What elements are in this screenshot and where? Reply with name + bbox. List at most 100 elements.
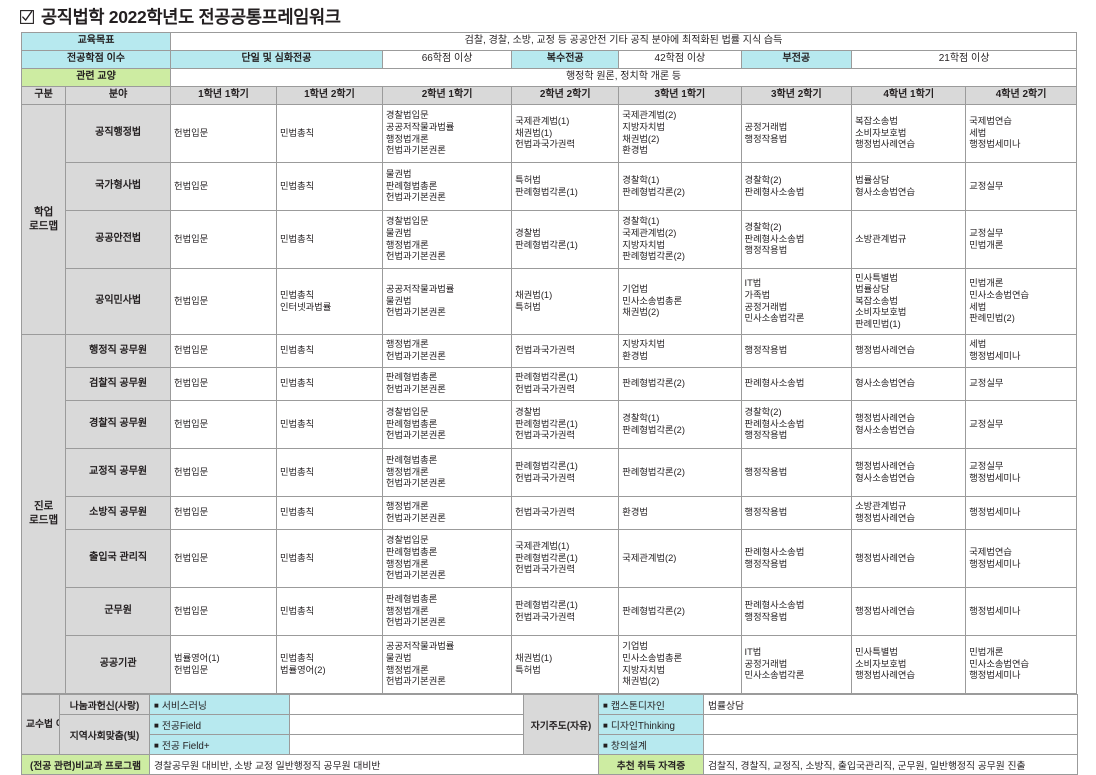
credit-type-double-label: 복수전공 — [511, 50, 620, 69]
area-label: 행정직 공무원 — [65, 334, 172, 368]
area-label: 경찰직 공무원 — [65, 400, 172, 449]
table-row: 국가형사법 헌법입문 민법총칙 물권법 판례형법총론 헌법과기본권론 특허법 판… — [22, 162, 1077, 211]
course-cell: 헌법과국가권력 — [511, 334, 620, 368]
area-label: 공공안전법 — [65, 210, 172, 269]
course-cell: 헌법입문 — [170, 162, 277, 211]
course-cell: 경찰학(2) 판례형사소송법 — [740, 162, 853, 211]
credit-type-single-value: 66학점 이상 — [381, 50, 513, 69]
course-cell: 형사소송법연습 — [851, 367, 967, 401]
course-cell: 경찰학(1) 판례형법각론(2) — [618, 400, 742, 449]
course-cell: 민법총칙 — [275, 104, 383, 163]
checkbox-checked-icon — [20, 9, 34, 24]
course-cell: 판례형사소송법 행정작용법 — [740, 587, 853, 636]
course-cell: 판례형법총론 헌법과기본권론 — [381, 367, 513, 401]
course-cell: 경찰학(2) 판례형사소송법 행정작용법 — [740, 400, 853, 449]
course-cell: 경찰법 판례형법각론(1) — [511, 210, 620, 269]
course-cell: 행정법개론 헌법과기본권론 — [381, 496, 513, 530]
table-row: 공공안전법 헌법입문 민법총칙 경찰법입문 물권법 행정법개론 헌법과기본권론 … — [22, 210, 1077, 269]
course-cell: 행정법사례연습 형사소송법연습 — [851, 400, 967, 449]
chip-service-learning[interactable]: ■ 서비스러닝 — [149, 694, 290, 715]
section-label-academic-roadmap: 학업 로드맵 — [20, 104, 67, 335]
table-row: 학업 로드맵 공직행정법 헌법입문 민법총칙 경찰법입문 공공저작물과법률 행정… — [20, 104, 1077, 335]
course-cell: 법률상담 형사소송법연습 — [851, 162, 967, 211]
area-label: 검찰직 공무원 — [65, 367, 172, 401]
table-row: (전공 관련)비교과 프로그램 경찰공무원 대비반, 소방 교정 일반행정직 공… — [21, 754, 1078, 775]
course-cell: 헌법입문 — [170, 367, 277, 401]
course-cell: 국제관계법(2) 지방자치법 채권법(2) 환경법 — [618, 104, 742, 163]
course-cell: 판례형법총론 행정법개론 헌법과기본권론 — [381, 587, 513, 636]
course-cell: 경찰학(1) 국제관계법(2) 지방자치법 판례형법각론(2) — [618, 210, 742, 269]
course-cell: 경찰법입문 물권법 행정법개론 헌법과기본권론 — [381, 210, 513, 269]
course-cell: 판례형법각론(1) 헌법과국가권력 — [511, 587, 620, 636]
table-row: 경찰직 공무원 헌법입문 민법총칙 경찰법입문 판례형법총론 헌법과기본권론 경… — [22, 400, 1077, 449]
value-creative-design — [703, 734, 1078, 755]
course-cell: 민법총칙 법률영어(2) — [275, 635, 383, 694]
course-cell: 판례형사소송법 행정작용법 — [740, 529, 853, 588]
course-cell: 교정실무 — [965, 367, 1077, 401]
course-cell: 민법개론 민사소송법연습 세법 판례민법(2) — [965, 268, 1077, 335]
square-bullet-icon: ■ — [603, 720, 608, 730]
chip-major-field-plus[interactable]: ■ 전공 Field+ — [149, 734, 290, 755]
course-cell: 교정실무 — [965, 400, 1077, 449]
course-cell: 민법총칙 — [275, 367, 383, 401]
extracurricular-program-label: (전공 관련)비교과 프로그램 — [21, 754, 150, 775]
course-cell: 헌법입문 — [170, 400, 277, 449]
course-cell: IT법 가족법 공정거래법 민사소송법각론 — [740, 268, 853, 335]
course-cell: 지방자치법 환경법 — [618, 334, 742, 368]
area-label: 출입국 관리직 — [65, 529, 172, 588]
area-label: 국가형사법 — [65, 162, 172, 211]
credit-type-minor-value: 21학점 이상 — [851, 50, 1077, 69]
col-header-y3s2: 3학년 2학기 — [740, 86, 853, 105]
course-cell: 법률영어(1) 헌법입문 — [170, 635, 277, 694]
course-cell: 헌법입문 — [170, 587, 277, 636]
framework-table: 교육목표 검찰, 경찰, 소방, 교정 등 공공안전 기타 공직 분야에 최적화… — [20, 32, 1077, 694]
chip-creative-design[interactable]: ■ 창의설계 — [598, 734, 704, 755]
course-cell: 행정작용법 — [740, 334, 853, 368]
group-label-community: 지역사회맞춤(빛) — [59, 714, 150, 755]
course-cell: 민사특별법 법률상담 복잡소송법 소비자보호법 판례민법(1) — [851, 268, 967, 335]
extracurricular-program-value: 경찰공무원 대비반, 소방 교정 일반행정직 공무원 대비반 — [149, 754, 599, 775]
square-bullet-icon: ■ — [603, 700, 608, 710]
course-cell: 환경법 — [618, 496, 742, 530]
credit-type-double-value: 42학점 이상 — [618, 50, 742, 69]
course-cell: 헌법입문 — [170, 210, 277, 269]
course-cell: 경찰법입문 판례형법총론 행정법개론 헌법과기본권론 — [381, 529, 513, 588]
chip-capstone-design[interactable]: ■ 캡스톤디자인 — [598, 694, 704, 715]
course-cell: 행정작용법 — [740, 448, 853, 497]
chip-major-field[interactable]: ■ 전공Field — [149, 714, 290, 735]
recommended-certification-value: 검찰직, 경찰직, 교정직, 소방직, 출입국관리직, 군무원, 일반행정직 공… — [703, 754, 1078, 775]
col-header-y2s1: 2학년 1학기 — [381, 86, 513, 105]
course-cell: 민법총칙 — [275, 210, 383, 269]
course-cell: 기업법 민사소송법총론 채권법(2) — [618, 268, 742, 335]
course-cell: 경찰학(1) 판례형법각론(2) — [618, 162, 742, 211]
value-major-field-plus — [289, 734, 524, 755]
course-cell: 판례형법각론(2) — [618, 367, 742, 401]
course-cell: 판례형법각론(1) 헌법과국가권력 — [511, 367, 620, 401]
course-cell: 헌법입문 — [170, 448, 277, 497]
course-cell: 복잡소송법 소비자보호법 행정법사례연습 — [851, 104, 967, 163]
liberal-arts-value: 행정학 원론, 정치학 개론 등 — [170, 68, 1077, 87]
col-header-y4s2: 4학년 2학기 — [965, 86, 1077, 105]
square-bullet-icon: ■ — [154, 740, 159, 750]
course-cell: 행정법사례연습 — [851, 587, 967, 636]
education-goal-value: 검찰, 경찰, 소방, 교정 등 공공안전 기타 공직 분야에 최적화된 법률 … — [170, 32, 1077, 51]
course-cell: 국제관계법(1) 채권법(1) 헌법과국가권력 — [511, 104, 620, 163]
table-row: 지역사회맞춤(빛) ■ 전공Field ■ 디자인Thinking — [22, 714, 1078, 755]
course-cell: 헌법입문 — [170, 529, 277, 588]
area-label: 교정직 공무원 — [65, 448, 172, 497]
teaching-method-table: 교수법 이수 체계 나눔과헌신(사랑) ■서비스러닝 자기주도(자유) ■캡스톤… — [21, 694, 1078, 775]
course-cell: 민법총칙 — [275, 334, 383, 368]
course-cell: 민법총칙 — [275, 496, 383, 530]
col-header-division: 구분 — [20, 86, 67, 105]
course-cell: 경찰법입문 공공저작물과법률 행정법개론 헌법과기본권론 — [381, 104, 513, 163]
course-cell: 공공저작물과법률 물권법 행정법개론 헌법과기본권론 — [381, 635, 513, 694]
course-cell: 기업법 민사소송법총론 지방자치법 채권법(2) — [618, 635, 742, 694]
course-cell: 민법총칙 — [275, 529, 383, 588]
chip-design-thinking[interactable]: ■ 디자인Thinking — [598, 714, 704, 735]
major-credits-label: 전공학점 이수 — [20, 50, 172, 69]
course-cell: 민법총칙 — [275, 448, 383, 497]
course-cell: 세법 행정법세미나 — [965, 334, 1077, 368]
course-cell: 민법총칙 — [275, 400, 383, 449]
course-cell: 헌법입문 — [170, 268, 277, 335]
credit-type-minor-label: 부전공 — [740, 50, 853, 69]
